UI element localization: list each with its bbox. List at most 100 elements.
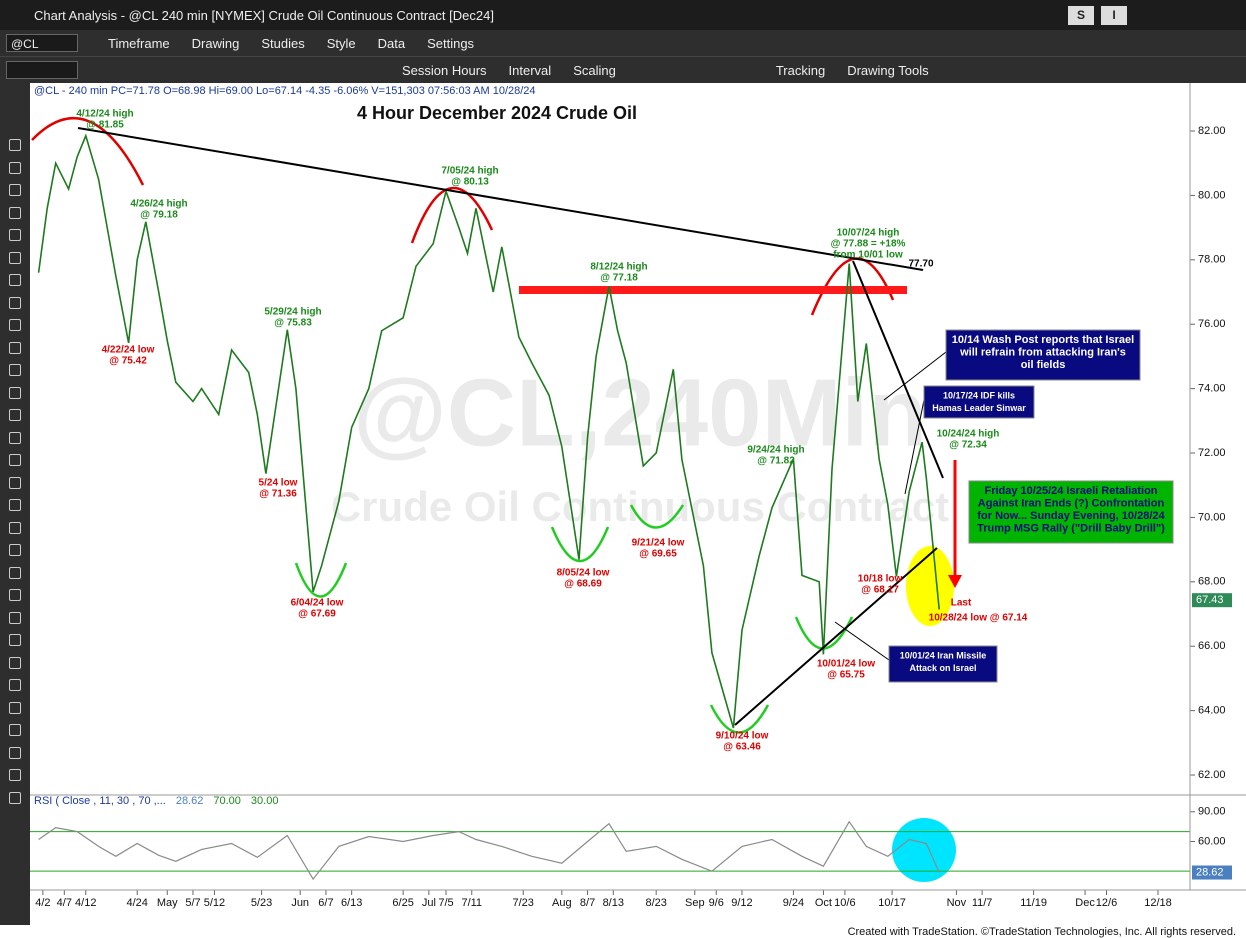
trendline xyxy=(77,127,924,271)
menu-item[interactable]: Session Hours xyxy=(402,62,487,78)
title-bar: Chart Analysis - @CL 240 min [NYMEX] Cru… xyxy=(0,0,1246,30)
annotation: @ 75.83 xyxy=(274,318,312,329)
note-text: Attack on Israel xyxy=(909,663,976,673)
tool-icon[interactable] xyxy=(9,544,21,556)
y-tick-label: 74.00 xyxy=(1198,383,1226,395)
tool-icon[interactable] xyxy=(9,589,21,601)
window-title: Chart Analysis - @CL 240 min [NYMEX] Cru… xyxy=(34,7,494,23)
x-tick-label: Jun xyxy=(291,897,309,909)
tool-icon[interactable] xyxy=(9,431,21,444)
tool-icon[interactable] xyxy=(9,611,21,624)
tool-icon[interactable] xyxy=(9,724,21,736)
note-text: for Now... Sunday Evening, 10/28/24 xyxy=(977,510,1165,522)
x-tick-label: 12/6 xyxy=(1096,897,1117,909)
annotation: @ 77.18 xyxy=(600,273,638,284)
x-tick-label: 5/7 xyxy=(185,897,200,909)
tool-icon[interactable] xyxy=(9,341,21,354)
tool-icon[interactable] xyxy=(9,521,21,534)
tool-icon[interactable] xyxy=(9,454,21,466)
annotation: @ 68.17 xyxy=(861,585,899,596)
tool-icon[interactable] xyxy=(9,296,21,309)
x-tick-label: 10/6 xyxy=(834,897,855,909)
highlight-circle xyxy=(892,818,956,882)
annotation: @ 69.65 xyxy=(639,549,677,560)
tool-icon[interactable] xyxy=(9,161,21,174)
rsi-header: 70.00 xyxy=(213,795,241,807)
x-tick-label: 7/11 xyxy=(461,897,482,909)
annotation: 6/04/24 low xyxy=(291,598,344,609)
annotation: @ 68.69 xyxy=(564,579,602,590)
symbol-input[interactable]: @CL xyxy=(6,34,78,52)
tool-icon[interactable] xyxy=(9,701,21,714)
note-text: oil fields xyxy=(1021,359,1066,371)
annotation: 8/12/24 high xyxy=(590,262,647,273)
tool-icon[interactable] xyxy=(9,206,21,219)
x-tick-label: 11/7 xyxy=(972,897,993,909)
note-text: Trump MSG Rally ("Drill Baby Drill") xyxy=(977,522,1165,534)
menu-item[interactable]: Style xyxy=(326,35,356,51)
window-button[interactable]: I xyxy=(1101,6,1127,25)
chart-title: 4 Hour December 2024 Crude Oil xyxy=(357,103,637,123)
annotation: @ 77.88 = +18% xyxy=(831,239,906,250)
note-box xyxy=(945,329,1141,381)
tool-icon[interactable] xyxy=(9,319,21,331)
tool-icon[interactable] xyxy=(9,656,21,669)
menu-item[interactable]: Data xyxy=(377,35,406,51)
annotation: 8/05/24 low xyxy=(557,568,610,579)
bottom-arc xyxy=(294,562,348,598)
note-box xyxy=(888,645,998,683)
tool-icon[interactable] xyxy=(9,184,21,196)
tool-icon[interactable] xyxy=(9,274,21,286)
menu-item[interactable]: Interval xyxy=(508,62,552,78)
x-tick-label: Nov xyxy=(947,897,967,909)
menu-item[interactable]: Scaling xyxy=(573,62,616,78)
menu-item[interactable]: Drawing xyxy=(191,35,240,51)
menu-item[interactable]: Tracking xyxy=(775,62,826,78)
menu-item[interactable]: Drawing Tools xyxy=(847,62,929,78)
annotation: 9/21/24 low xyxy=(632,538,685,549)
annotation: 4/12/24 high xyxy=(76,109,133,120)
x-tick-label: 4/24 xyxy=(127,897,148,909)
x-tick-label: 10/17 xyxy=(878,897,906,909)
tool-icon[interactable] xyxy=(9,386,21,399)
window-button[interactable]: S xyxy=(1068,6,1094,25)
connector xyxy=(883,351,947,401)
tool-icon[interactable] xyxy=(9,679,21,691)
tool-icon[interactable] xyxy=(9,566,21,579)
toolbar: Session Hours Interval Scaling Tracking Draw… xyxy=(0,57,1246,83)
tool-icon[interactable] xyxy=(9,251,21,264)
interval-input[interactable] xyxy=(6,61,78,79)
tool-icon[interactable] xyxy=(9,364,21,376)
annotation: 5/29/24 high xyxy=(264,307,321,318)
menu-item[interactable]: Timeframe xyxy=(108,35,170,51)
tool-icon[interactable] xyxy=(9,499,21,511)
tool-icon[interactable] xyxy=(9,791,21,804)
price-line xyxy=(37,133,940,729)
annotation: @ 71.82 xyxy=(757,456,795,467)
annotation: @ 65.75 xyxy=(827,670,865,681)
price-line xyxy=(38,820,940,881)
x-tick-label: 7/5 xyxy=(438,897,453,909)
tool-icon[interactable] xyxy=(9,139,21,151)
x-tick-label: 5/12 xyxy=(204,897,225,909)
annotation: @ 71.36 xyxy=(259,489,297,500)
y-tick-label: 82.00 xyxy=(1198,125,1226,137)
tool-icon[interactable] xyxy=(9,769,21,781)
tool-icon[interactable] xyxy=(9,409,21,421)
x-tick-label: 9/24 xyxy=(783,897,804,909)
bottom-arc xyxy=(629,504,685,529)
last-value-tag xyxy=(1192,593,1232,608)
series-layer: 62.00 64.00 66.00 68.00 70.00 72.00 74.00 76.00… xyxy=(30,125,1232,909)
tool-icon[interactable] xyxy=(9,746,21,759)
annotation: 4/26/24 high xyxy=(130,199,187,210)
toolbar: @CL Timeframe Drawing Studies Style Data Sett… xyxy=(0,30,1246,57)
annotation: 10/18 low xyxy=(858,574,903,585)
menu-item[interactable]: Settings xyxy=(427,35,475,51)
note-text: will refrain from attacking Iran's xyxy=(959,346,1126,358)
bottom-arc xyxy=(550,526,610,562)
y-tick-label: 78.00 xyxy=(1198,254,1226,266)
tool-icon[interactable] xyxy=(9,634,21,646)
tool-icon[interactable] xyxy=(9,476,21,489)
menu-item[interactable]: Studies xyxy=(261,35,305,51)
tool-icon[interactable] xyxy=(9,229,21,241)
